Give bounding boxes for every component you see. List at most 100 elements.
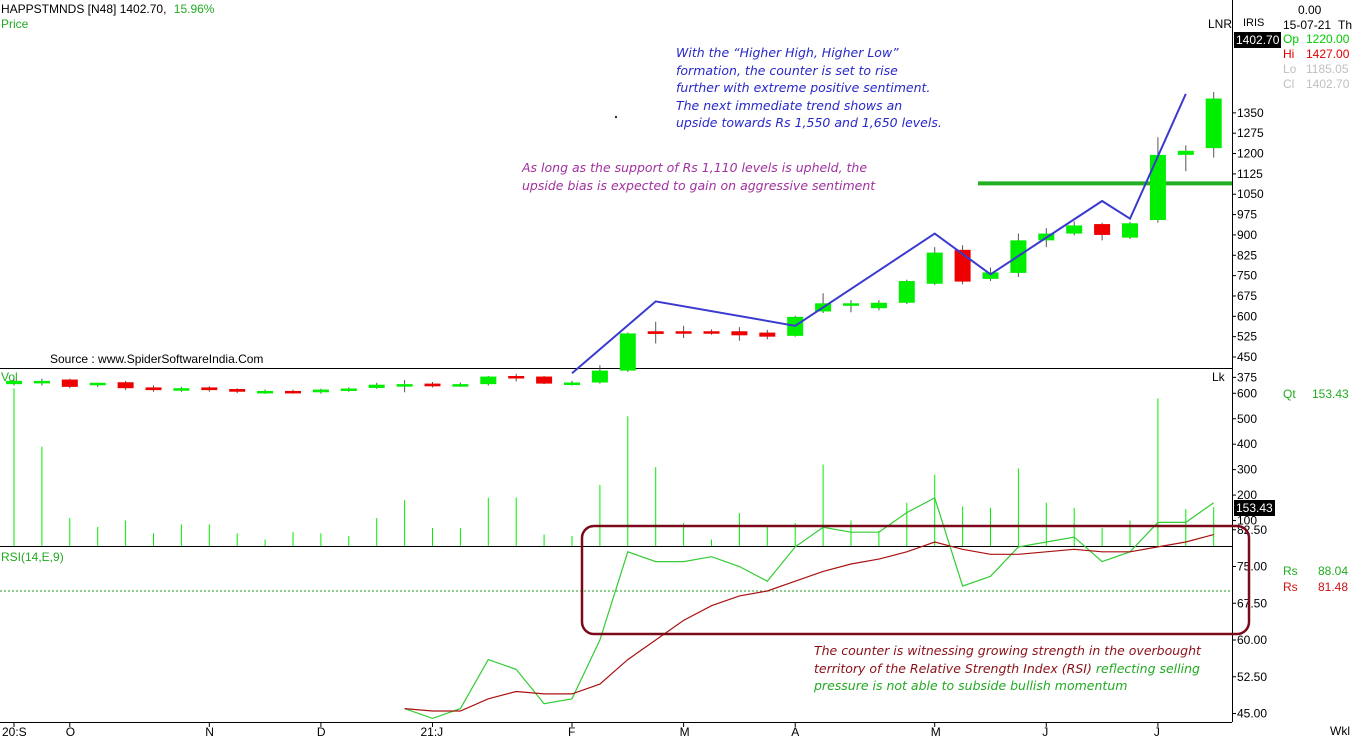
ohlc-label: Cl [1283, 77, 1295, 91]
rsi-tick-label: 82.50 [1237, 523, 1267, 537]
candle-body [926, 252, 943, 284]
rsi-tick-label: 75.00 [1237, 560, 1267, 574]
time-tick-label: A [791, 725, 799, 739]
panel-label-price: Price [1, 17, 29, 31]
time-tick-label: D [317, 725, 326, 739]
annotation-support: As long as the support of Rs 1,110 level… [522, 159, 875, 194]
candle-body [1094, 224, 1111, 235]
candle-body [731, 331, 748, 336]
top-value: 0.00 [1298, 3, 1322, 17]
rsi-line [404, 497, 1215, 720]
symbol-title: HAPPSTMNDS [N48] 1402.70, 15.96% [1, 2, 214, 16]
volume-tag: 153.43 [1234, 500, 1275, 516]
rsi-highlight-box [580, 524, 1251, 636]
panel-label-rsi: RSI(14,E,9) [1, 550, 64, 564]
time-tick-label: J [1042, 725, 1048, 739]
candle-body [285, 390, 301, 394]
price-tick-label: 450 [1237, 350, 1257, 364]
price-tick-label: 1350 [1237, 106, 1264, 120]
annotation-support-line: As long as the support of Rs 1,110 level… [522, 160, 868, 175]
time-tick-label: J [1154, 725, 1160, 739]
annotation-trend-outlook: With the “Higher High, Higher Low” format… [676, 44, 942, 132]
volume-tick-label: 400 [1237, 437, 1257, 451]
candle-body [536, 376, 553, 384]
candle-body [1066, 225, 1083, 234]
price-tick-label: 975 [1237, 208, 1257, 222]
time-tick-label: 21:J [421, 725, 444, 739]
candle-body [452, 384, 469, 387]
volume-tick-label: 100 [1237, 514, 1257, 528]
candle-body [1177, 150, 1194, 155]
candle-body [898, 281, 915, 303]
header-day: Th [1338, 18, 1352, 32]
time-tick-label: M [680, 725, 690, 739]
annotation-trend-line: formation, the counter is set to rise [676, 62, 898, 78]
annotation-trend-line: With the “Higher High, Higher Low” [676, 45, 899, 60]
candle-body [1149, 154, 1166, 221]
rs1-value: 88.04 [1318, 564, 1349, 578]
rsi-tick-label: 45.00 [1237, 707, 1267, 721]
period-label[interactable]: Wkl [1330, 724, 1350, 738]
qt-label: Qt [1283, 387, 1296, 401]
rs1-label: Rs [1283, 564, 1298, 578]
candle-body [229, 389, 246, 392]
iris-tag: IRIS [1243, 17, 1265, 29]
candle-body [312, 389, 329, 393]
rsi-tick-label: 52.50 [1237, 670, 1267, 684]
header-date: 15-07-21 [1283, 18, 1332, 32]
annotation-rsi: The counter is witnessing growing streng… [814, 642, 1201, 695]
candle-body [117, 382, 134, 389]
candle-body [508, 376, 525, 379]
scale-mode[interactable]: LNR [1208, 17, 1233, 31]
candle-body [424, 383, 441, 387]
volume-tick-label: 200 [1237, 488, 1257, 502]
time-tick-label: 20:S [2, 725, 27, 739]
candle-body [870, 302, 887, 309]
time-tick-label: M [931, 725, 941, 739]
candle-body [368, 384, 385, 388]
price-tick-label: 600 [1237, 309, 1257, 323]
chart-dot [614, 115, 618, 119]
rs2-value: 81.48 [1318, 580, 1349, 594]
candle-body [759, 332, 776, 337]
last-price-tag: 1402.70 [1234, 32, 1282, 48]
volume-corner-label: Lk [1212, 370, 1225, 384]
annotation-rsi-line2-green: reflecting selling [1095, 660, 1200, 676]
candle-body [675, 331, 692, 334]
annotation-rsi-line2: territory of the Relative Strength Index… [814, 660, 1096, 676]
price-tick-label: 900 [1237, 228, 1257, 242]
price-tick-label: 675 [1237, 289, 1257, 303]
candle-body [6, 380, 22, 385]
ohlc-value: 1185.05 [1306, 62, 1349, 76]
candle-body [703, 331, 720, 334]
price-tick-label: 1125 [1237, 167, 1263, 181]
price-tick-label: 375 [1237, 370, 1257, 384]
annotation-trend-line: further with extreme positive sentiment. [676, 80, 931, 95]
candle-body [145, 387, 162, 391]
change-percent: 15.96% [173, 2, 215, 16]
candle-body [89, 382, 106, 386]
time-tick-label: N [205, 725, 214, 739]
panel-label-volume: Vol [1, 370, 18, 384]
candle-body [61, 379, 78, 387]
candle-body [982, 272, 999, 279]
volume-tick-label: 300 [1237, 463, 1257, 477]
candle-body [843, 303, 859, 306]
volume-tick-label: 600 [1237, 386, 1257, 400]
annotation-trend-line: upside towards Rs 1,550 and 1,650 levels… [676, 115, 942, 130]
candle-body [619, 333, 636, 371]
price-tick-label: 1200 [1237, 147, 1264, 161]
source-text: Source : www.SpiderSoftwareIndia.Com [50, 352, 264, 366]
candle-body [173, 388, 190, 391]
price-tick-label: 1050 [1237, 187, 1264, 201]
rsi-tick-label: 67.50 [1237, 596, 1267, 610]
trendline [571, 93, 1187, 375]
price-tick-label: 1275 [1237, 126, 1264, 140]
time-tick-label: F [568, 725, 575, 739]
candle-body [1122, 223, 1138, 238]
qt-value: 153.43 [1312, 387, 1349, 401]
annotation-trend-line: The next immediate trend shows an [676, 97, 903, 113]
volume-tick-label: 500 [1237, 412, 1257, 426]
candle-body [480, 376, 497, 385]
